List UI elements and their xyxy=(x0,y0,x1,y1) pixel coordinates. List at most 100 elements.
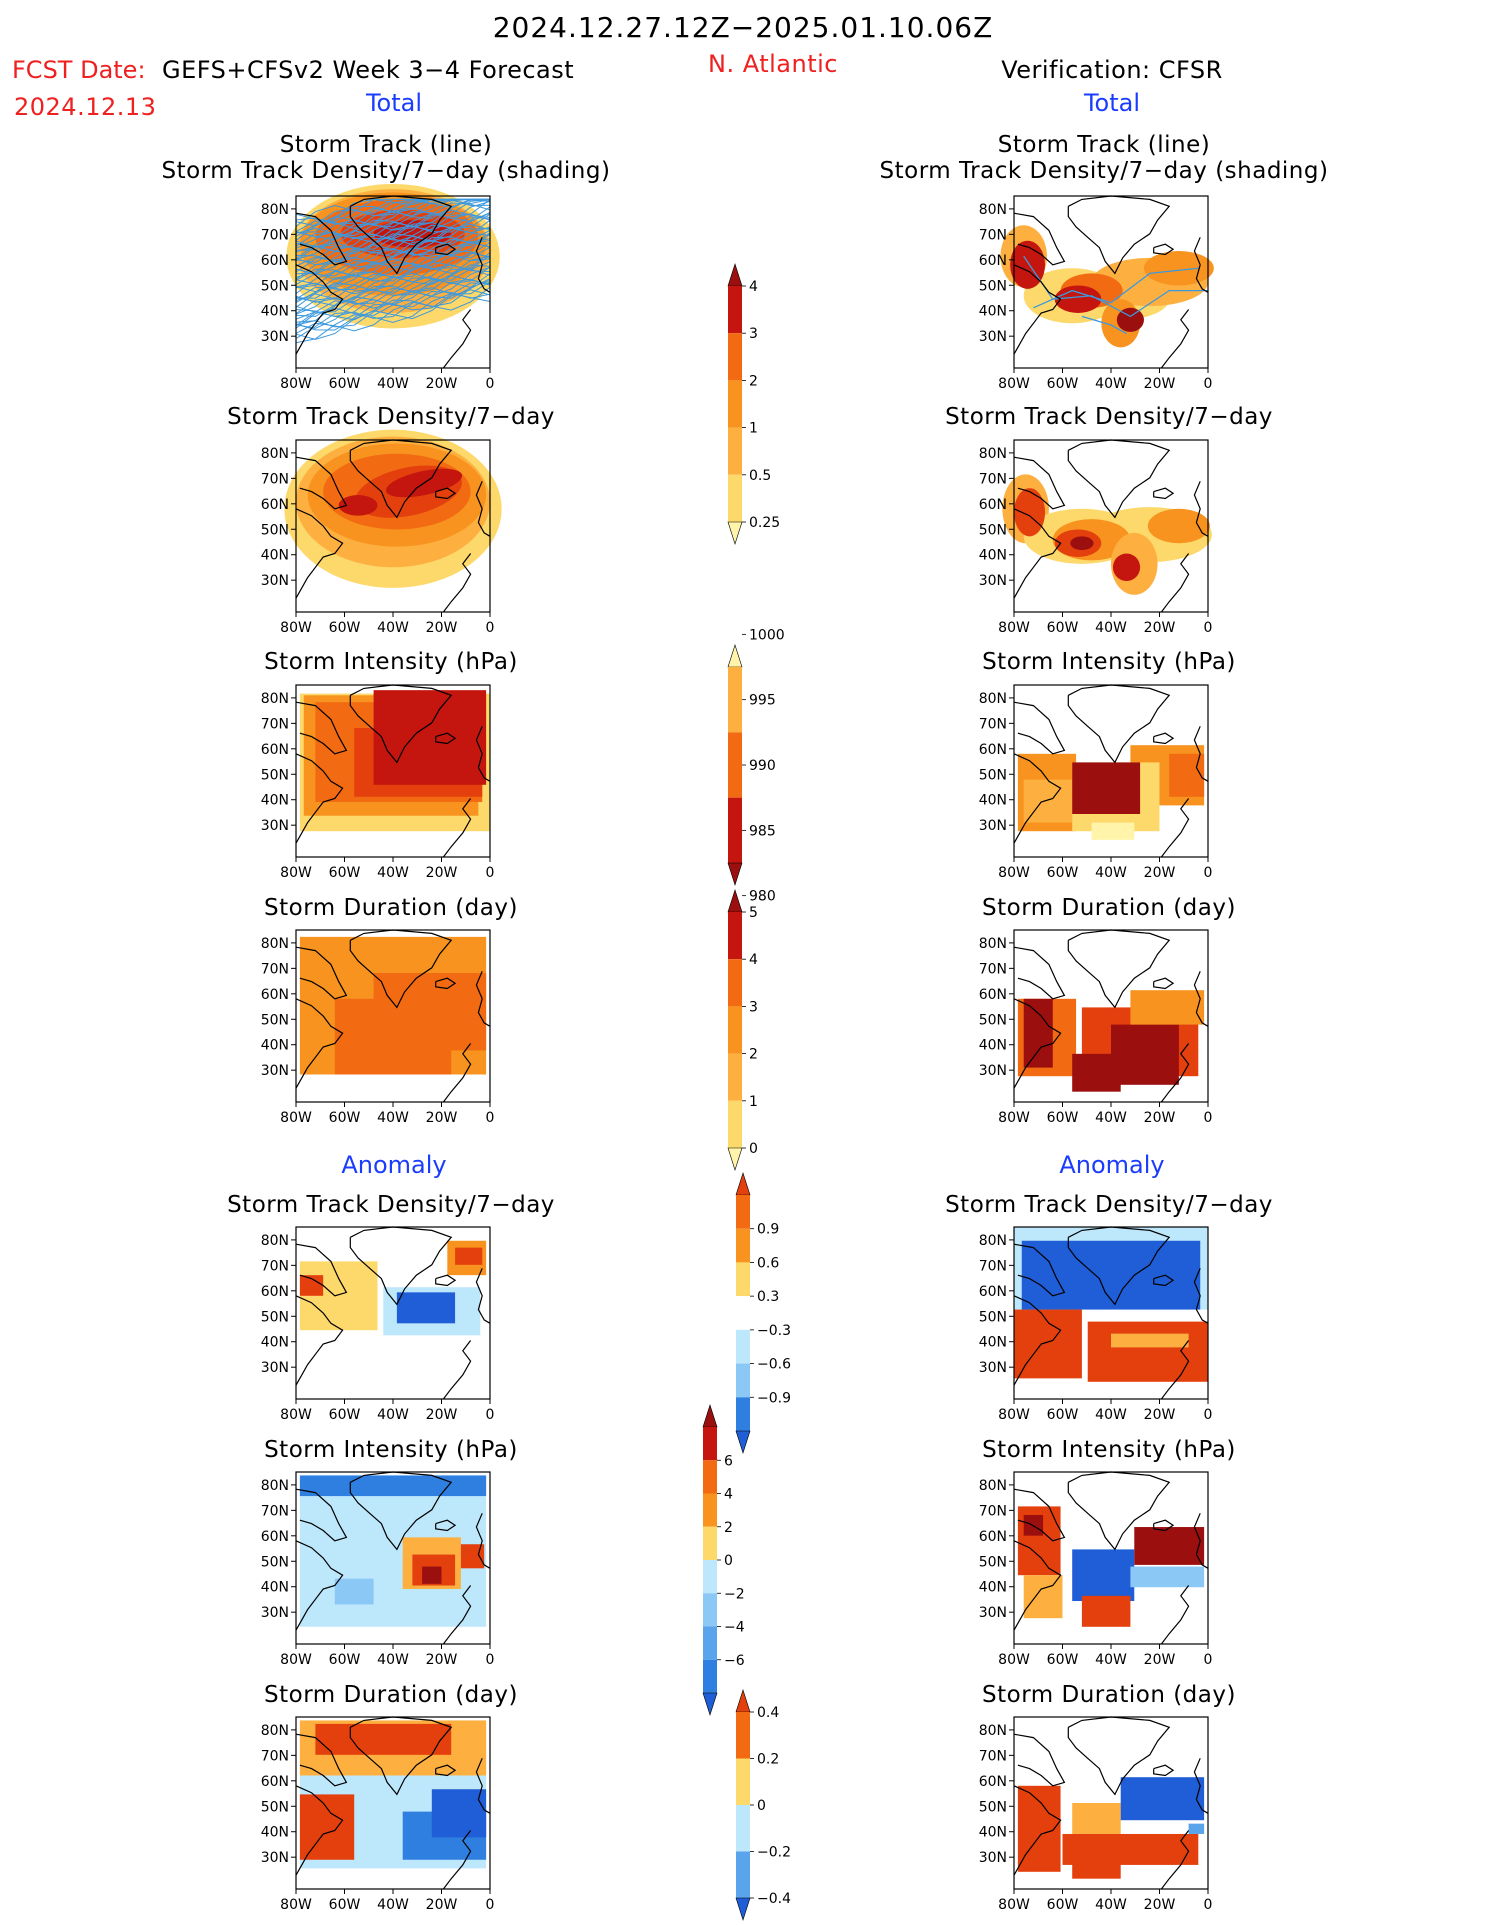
storm-track xyxy=(295,200,491,252)
gridcells xyxy=(1017,1506,1205,1627)
colorbar-label: −0.2 xyxy=(757,1845,791,1861)
lat-label: 80N xyxy=(979,1723,1007,1739)
lon-label: 20W xyxy=(426,865,458,881)
coastline xyxy=(1193,1268,1209,1324)
lat-label: 60N xyxy=(979,253,1007,269)
coastline xyxy=(1067,929,1171,1009)
coastlines xyxy=(1013,439,1209,613)
storm-track xyxy=(295,292,491,344)
colorbar-label: 6 xyxy=(724,1453,733,1469)
colorbar-segment xyxy=(703,1593,717,1627)
coastline xyxy=(1013,946,1066,1000)
lat-label: 30N xyxy=(979,1605,1007,1621)
colorbar-label: 0.4 xyxy=(757,1705,779,1721)
coastline xyxy=(295,1295,344,1386)
storm-track xyxy=(1023,255,1208,318)
lat-label: 60N xyxy=(261,742,289,758)
lat-label: 70N xyxy=(261,1503,289,1519)
colorbar-segment xyxy=(728,427,742,475)
verif-duration-anomaly-map: 80N 70N 60N 50N 40N 30N 80W 60W 40W 20W 0 xyxy=(979,1716,1212,1913)
lon-label: 0 xyxy=(486,376,495,392)
colorbar-segment xyxy=(736,1712,750,1759)
figure-title: 2024.12.27.12Z−2025.01.10.06Z xyxy=(492,11,994,44)
verif-track-line-title: Storm Track (line) xyxy=(997,132,1211,158)
lat-label: 40N xyxy=(261,1825,289,1841)
coastlines xyxy=(295,1716,491,1890)
storm-track xyxy=(295,266,491,315)
coastline xyxy=(349,684,453,764)
duration-total-colorbar: 5 4 3 2 1 0 xyxy=(727,889,758,1171)
coastline xyxy=(475,1513,491,1569)
storm-track xyxy=(295,266,491,318)
colorbar-segment xyxy=(728,732,742,798)
colorbar-label: 0.5 xyxy=(749,468,771,484)
lat-label: 70N xyxy=(979,227,1007,243)
lat-label: 80N xyxy=(979,202,1007,218)
lat-label: 80N xyxy=(261,446,289,462)
lat-label: 40N xyxy=(979,1580,1007,1596)
coastline xyxy=(349,1716,453,1796)
coastline xyxy=(435,1519,457,1532)
intensity-total-colorbar: 1000 995 990 985 980 xyxy=(727,627,785,905)
shade-cell xyxy=(1130,1566,1205,1588)
shade-cell xyxy=(299,1475,487,1497)
shade-cell xyxy=(1111,1333,1189,1348)
coastline xyxy=(1067,1226,1171,1306)
lon-label: 60W xyxy=(329,1897,361,1913)
colorbar-bottom-arrow xyxy=(727,862,743,886)
coastline xyxy=(435,977,457,990)
lon-label: 40W xyxy=(377,865,409,881)
colorbar-segment xyxy=(736,1397,750,1431)
lat-label: 60N xyxy=(979,987,1007,1003)
coastline xyxy=(442,1585,472,1645)
lon-label: 20W xyxy=(1144,1110,1176,1126)
lat-label: 30N xyxy=(261,1850,289,1866)
fcst-date-label: FCST Date: xyxy=(12,56,146,84)
coastlines xyxy=(295,684,491,858)
colorbar-label: 980 xyxy=(749,889,776,905)
lat-label: 30N xyxy=(261,1360,289,1376)
colorbar-segment xyxy=(736,1195,750,1229)
colorbar-top-arrow xyxy=(727,889,743,913)
shade-cell xyxy=(299,1275,324,1296)
lon-label: 20W xyxy=(426,1897,458,1913)
coastline xyxy=(442,1043,472,1103)
left-anomaly-heading: Anomaly xyxy=(341,1151,447,1179)
fcst-track-map: 80N 70N 60N 50N 40N 30N 80W 60W 40W 20W 0 xyxy=(261,183,500,392)
lon-label: 40W xyxy=(1095,620,1127,636)
colorbar-label: 0 xyxy=(757,1798,766,1814)
lon-label: 80W xyxy=(280,865,312,881)
region-label: N. Atlantic xyxy=(708,50,838,78)
coastline xyxy=(1153,1764,1175,1777)
colorbar-label: 5 xyxy=(749,905,758,921)
lat-label: 70N xyxy=(261,961,289,977)
coastlines xyxy=(1013,1471,1209,1645)
coastline xyxy=(1153,1274,1175,1287)
colorbar-label: 4 xyxy=(749,279,758,295)
colorbar-top-arrow xyxy=(727,644,743,668)
colorbar-segment xyxy=(736,1758,750,1805)
coastline xyxy=(1067,684,1171,764)
colorbar-label: −0.3 xyxy=(757,1323,791,1339)
colorbar-label: −0.9 xyxy=(757,1390,791,1406)
colorbar-label: 0.3 xyxy=(757,1289,779,1305)
lat-label: 80N xyxy=(261,691,289,707)
lon-label: 40W xyxy=(1095,1652,1127,1668)
coastline xyxy=(1193,726,1209,782)
coastline xyxy=(1153,732,1175,745)
coastline xyxy=(1160,1043,1190,1103)
colorbar-top-arrow xyxy=(727,263,743,287)
colorbar-segment xyxy=(728,667,742,733)
storm-track xyxy=(295,213,491,262)
colorbar-label: 995 xyxy=(749,693,776,709)
storm-track xyxy=(295,242,491,291)
shade-cell xyxy=(1023,1575,1063,1619)
shade-cell xyxy=(455,1247,483,1265)
colorbar-segment xyxy=(703,1460,717,1494)
storm-track xyxy=(295,212,491,260)
coastline xyxy=(1160,1830,1190,1890)
left-total-heading: Total xyxy=(365,89,423,117)
coastline xyxy=(1160,1585,1190,1645)
lat-label: 60N xyxy=(261,1774,289,1790)
shade-cell xyxy=(1188,1823,1205,1834)
